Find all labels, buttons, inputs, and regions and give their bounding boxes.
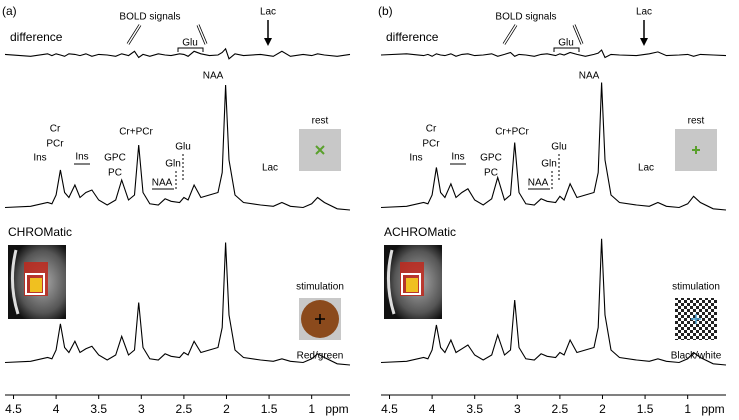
annotation: Ins — [33, 153, 46, 164]
annotation: Cr — [50, 124, 61, 135]
x-tick-label: 1 — [684, 402, 691, 416]
x-tick-label: 3.5 — [466, 402, 483, 416]
annotation: BOLD signals — [495, 12, 556, 23]
glu-bracket — [177, 47, 204, 52]
spectrum — [4, 84, 351, 211]
annotation: Lac — [636, 7, 652, 18]
glu-bracket — [553, 47, 580, 52]
lac-arrowhead — [640, 38, 648, 46]
rest-fixation — [692, 146, 700, 154]
icons-a — [8, 129, 341, 340]
spectrum — [380, 82, 727, 211]
x-tick-label: 2.5 — [176, 402, 193, 416]
annotation: Ins — [451, 152, 464, 163]
annotation: PCr — [422, 139, 440, 150]
bold-arrow-inner — [573, 24, 583, 45]
stim-fixation — [315, 314, 325, 324]
lac-arrowhead — [264, 38, 272, 46]
x-tick-label: 3 — [138, 402, 145, 416]
annotation: Cr+PCr — [119, 127, 153, 138]
annotation: PC — [108, 168, 122, 179]
spectrum — [380, 49, 727, 59]
x-tick-label: 3.5 — [90, 402, 107, 416]
x-tick-label: 2 — [599, 402, 606, 416]
panel-label: (a) — [2, 4, 17, 18]
annotation: NAA — [528, 178, 549, 189]
bold-arrow-inner — [197, 24, 207, 45]
icons-b — [384, 129, 717, 340]
voxel — [25, 273, 45, 295]
annotation: Glu — [551, 142, 567, 153]
spectrum — [380, 238, 727, 366]
panel-label: (b) — [378, 4, 393, 18]
annotation: stimulation — [296, 282, 344, 293]
x-tick-label: 3 — [514, 402, 521, 416]
annotation: Ins — [75, 152, 88, 163]
x-tick-label: 1.5 — [261, 402, 278, 416]
annotation: Cr+PCr — [495, 127, 529, 138]
bold-arrow-inner — [127, 24, 141, 45]
annotation: PCr — [46, 139, 64, 150]
mri-skull — [386, 249, 396, 315]
annotation: Cr — [426, 124, 437, 135]
activation-core — [406, 278, 418, 292]
x-tick-label: 4.5 — [5, 402, 22, 416]
annotation: Ins — [409, 153, 422, 164]
annotation: Glu — [175, 142, 191, 153]
series-label: difference — [386, 30, 439, 44]
rest-fixation — [315, 145, 325, 155]
annotation: GPC — [480, 153, 502, 164]
annotation: Red/green — [297, 351, 344, 362]
annotation: rest — [312, 116, 329, 127]
annotation: Glu — [558, 38, 574, 49]
bold-arrow-inner — [503, 24, 517, 45]
annotation: PC — [484, 168, 498, 179]
annotation: NAA — [203, 71, 224, 82]
annotation: NAA — [579, 71, 600, 82]
activation-core — [30, 278, 42, 292]
x-tick-label: 2 — [223, 402, 230, 416]
annotation: Glu — [182, 38, 198, 49]
annotation: Lac — [260, 7, 276, 18]
x-axis-label: ppm — [701, 402, 724, 416]
x-tick-label: 2.5 — [552, 402, 569, 416]
voxel — [401, 273, 421, 295]
annotation: Lac — [638, 163, 654, 174]
annotation: rest — [688, 116, 705, 127]
stim-fixation — [691, 314, 701, 324]
series-label: CHROMatic — [8, 225, 72, 239]
annotation: BOLD signals — [119, 12, 180, 23]
x-tick-label: 1 — [308, 402, 315, 416]
series-label: difference — [10, 30, 63, 44]
annotation: GPC — [104, 153, 126, 164]
x-tick-label: 4 — [53, 402, 60, 416]
x-tick-label: 4.5 — [381, 402, 398, 416]
annotation: NAA — [152, 178, 173, 189]
annotation: Black/white — [671, 351, 722, 362]
annotation: Gln — [541, 159, 557, 170]
series-label: ACHROMatic — [384, 225, 456, 239]
spectrum — [4, 47, 351, 60]
x-axis-label: ppm — [325, 402, 348, 416]
annotation: Lac — [262, 163, 278, 174]
x-tick-label: 1.5 — [637, 402, 654, 416]
mri-skull — [10, 249, 20, 315]
spectrum — [4, 242, 351, 366]
x-tick-label: 4 — [429, 402, 436, 416]
annotation: Gln — [165, 159, 181, 170]
annotation: stimulation — [672, 282, 720, 293]
